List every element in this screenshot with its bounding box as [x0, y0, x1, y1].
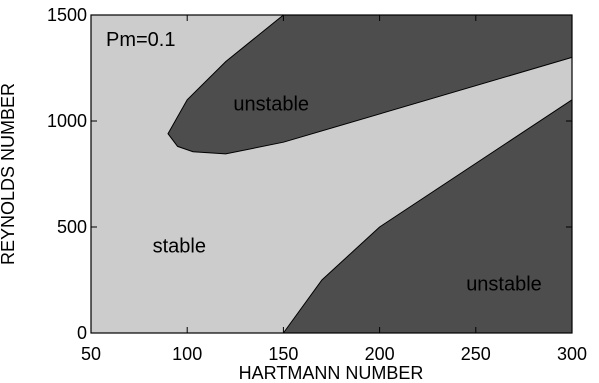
pm-annotation: Pm=0.1: [106, 29, 175, 51]
y-tick-label: 500: [57, 217, 87, 237]
x-tick-label: 300: [557, 344, 587, 364]
x-tick-label: 150: [268, 344, 298, 364]
y-tick-label: 1000: [47, 111, 87, 131]
y-axis-title: REYNOLDS NUMBER: [0, 83, 18, 265]
x-tick-label: 250: [461, 344, 491, 364]
y-tick-label: 1500: [47, 5, 87, 25]
x-tick-label: 200: [365, 344, 395, 364]
x-tick-label: 50: [81, 344, 101, 364]
region-label-0: unstable: [233, 93, 309, 115]
plot-frame: [90, 14, 573, 334]
x-axis: 50 100 150 200 250 300: [81, 15, 587, 364]
region-labels: unstable unstable stable: [153, 93, 542, 295]
x-tick-label: 100: [172, 344, 202, 364]
y-tick-label: 0: [77, 323, 87, 343]
y-axis: 0 500 1000 1500: [47, 5, 572, 343]
region-label-1: unstable: [466, 274, 542, 296]
region-label-2: stable: [153, 235, 206, 257]
x-axis-title: HARTMANN NUMBER: [239, 363, 424, 383]
